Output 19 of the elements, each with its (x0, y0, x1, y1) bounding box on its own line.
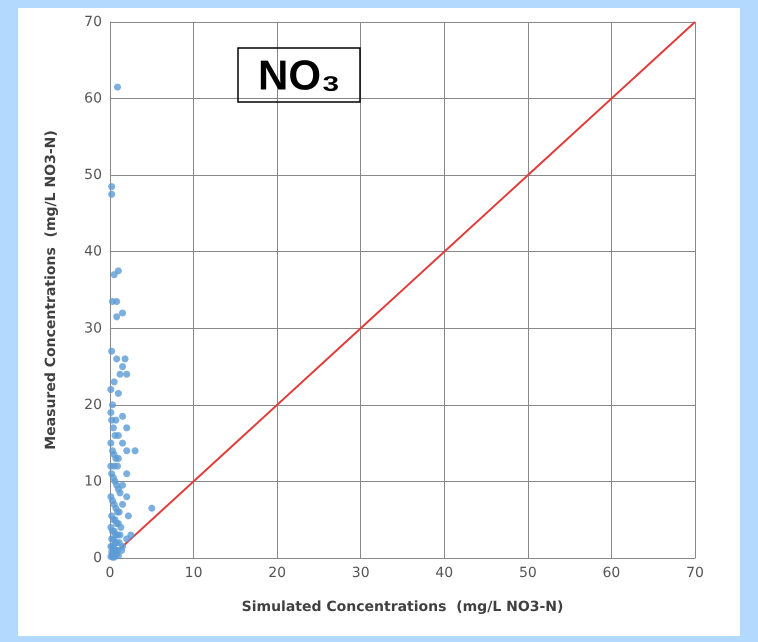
x-tick-label: 10 (184, 565, 202, 581)
y-tick-label: 20 (84, 396, 102, 413)
y-tick-label: 40 (84, 244, 102, 260)
y-tick-label: 70 (84, 14, 102, 30)
y-tick-label: 10 (84, 473, 102, 490)
x-tick-label: 0 (106, 565, 114, 581)
y-tick-label: 30 (84, 320, 102, 336)
x-tick-label: 50 (518, 565, 537, 581)
x-tick-label: 20 (268, 565, 286, 581)
x-tick-label: 60 (602, 565, 620, 581)
y-axis-title: Measured Concentrations (mg/L NO3-N) (43, 130, 59, 450)
x-tick-label: 40 (435, 565, 454, 581)
y-tick-label: 60 (84, 90, 102, 107)
y-tick-label: 0 (93, 550, 102, 566)
x-axis-title: Simulated Concentrations (mg/L NO3-N) (242, 599, 564, 615)
text: NO₃ (258, 52, 340, 98)
y-tick-label: 50 (84, 167, 102, 184)
x-tick-label: 70 (686, 565, 704, 581)
x-tick-label: 30 (352, 565, 370, 581)
